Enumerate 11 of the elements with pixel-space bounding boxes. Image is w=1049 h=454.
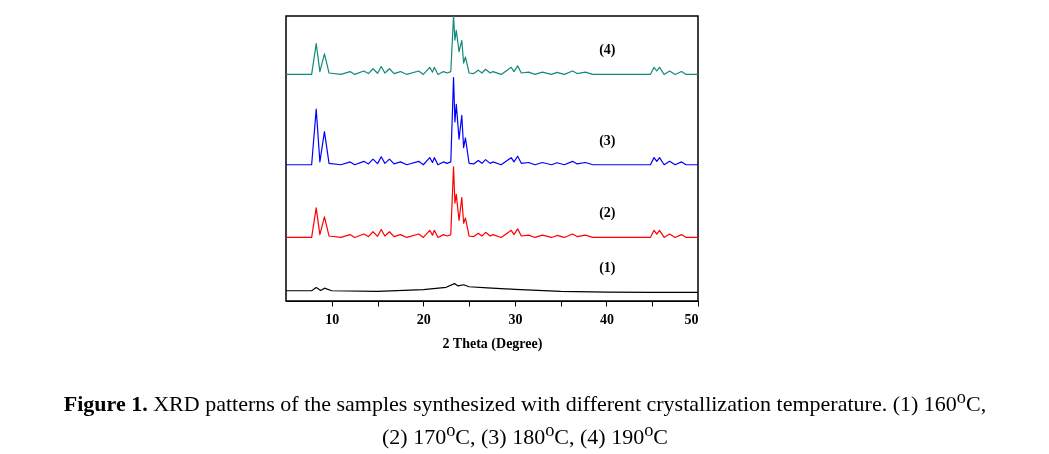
x-axis-title: 2 Theta (Degree)	[442, 335, 543, 352]
series-label: (4)	[599, 42, 616, 59]
series-label: (3)	[599, 132, 616, 149]
x-tick-label: 20	[416, 311, 431, 327]
series-label: (2)	[599, 205, 616, 222]
series-label: (1)	[599, 260, 616, 277]
x-tick-label: 30	[508, 311, 523, 327]
x-tick-label: 10	[325, 311, 340, 327]
x-tick-label: 40	[599, 311, 614, 327]
x-tick-label: 50	[684, 311, 699, 327]
chart-title: Figure 1. XRD patterns of the samples synthesized with different crystallization temperature. (1) 160$^{o}$C, (2) 170$^{o}$C, (3) 180$^{o}$C, (4) 190$^{o}$C	[63, 387, 987, 450]
